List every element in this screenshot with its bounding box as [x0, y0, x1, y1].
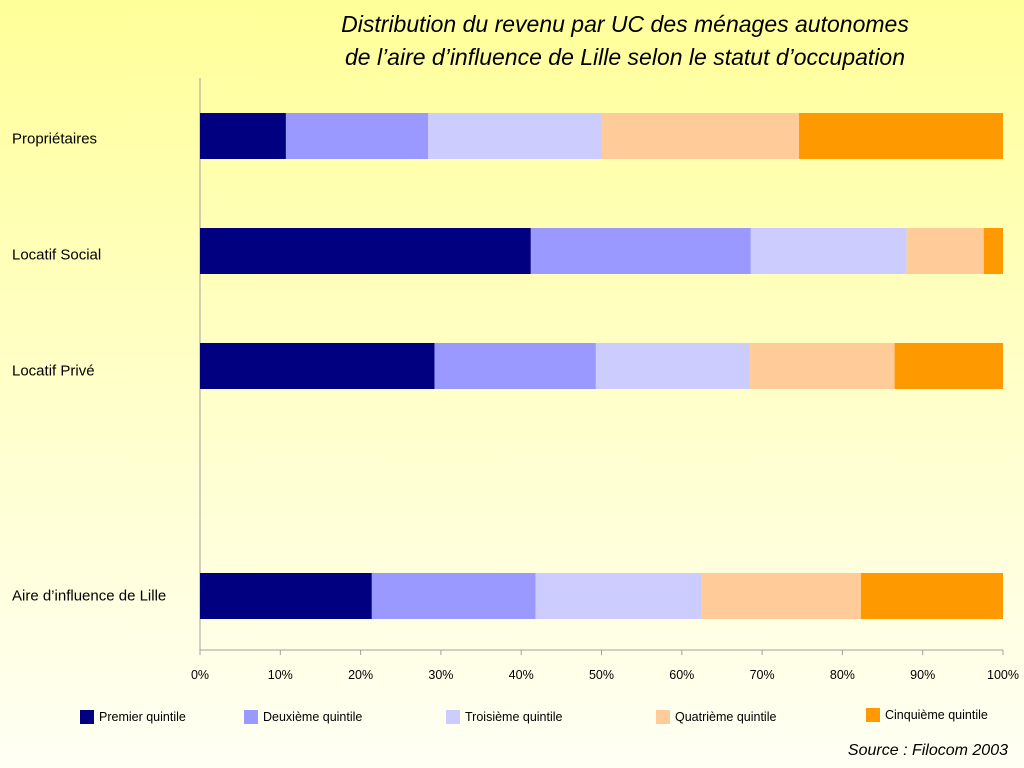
x-tick-label: 80%	[830, 668, 855, 682]
bar-segment	[200, 228, 531, 274]
x-tick-label: 0%	[191, 668, 209, 682]
legend-swatch	[656, 710, 670, 724]
category-label-locatif-social: Locatif Social	[12, 246, 102, 264]
bar-segment	[428, 113, 602, 159]
bar-segment	[530, 228, 751, 274]
x-tick-label: 30%	[428, 668, 453, 682]
category-label-locatif-prive: Locatif Privé	[12, 362, 95, 380]
x-tick-label: 60%	[669, 668, 694, 682]
bar-segment	[200, 113, 286, 159]
bar-segment	[434, 343, 596, 389]
stacked-bar-chart: 0% 10% 20% 30% 40% 50% 60% 70% 80% 90% 100%	[191, 78, 1019, 682]
x-tick-label: 10%	[268, 668, 293, 682]
legend-item-cinquieme-quintile: Cinquième quintile	[866, 708, 988, 722]
x-tick-label: 100%	[987, 668, 1019, 682]
category-label-aire-influence: Aire d’influence de Lille	[12, 587, 167, 605]
chart-title: Distribution du revenu par UC des ménage…	[230, 8, 1020, 74]
legend-label: Premier quintile	[99, 710, 186, 724]
legend-label: Quatrième quintile	[675, 710, 777, 724]
bar-segment	[200, 343, 435, 389]
legend-label: Cinquième quintile	[885, 708, 988, 722]
chart-title-line-2: de l’aire d’influence de Lille selon le …	[344, 44, 906, 70]
legend-swatch	[446, 710, 460, 724]
legend-item-deuxieme-quintile: Deuxième quintile	[244, 710, 362, 724]
legend-label: Deuxième quintile	[263, 710, 363, 724]
bar-segment	[799, 113, 1003, 159]
chart-title-line-1: Distribution du revenu par UC des ménage…	[341, 11, 909, 37]
legend-label: Troisième quintile	[465, 710, 563, 724]
bar-segment	[371, 573, 536, 619]
legend-swatch	[244, 710, 258, 724]
legend-item-quatrieme-quintile: Quatrième quintile	[656, 710, 776, 724]
category-label-proprietaires: Propriétaires	[12, 130, 98, 148]
x-tick-label: 90%	[910, 668, 935, 682]
legend-item-premier-quintile: Premier quintile	[80, 710, 186, 724]
x-tick-label: 20%	[348, 668, 373, 682]
bar-segment	[750, 228, 907, 274]
legend-item-troisieme-quintile: Troisième quintile	[446, 710, 563, 724]
bar-segment	[983, 228, 1003, 274]
bar-segment	[750, 343, 895, 389]
bar-segment	[894, 343, 1003, 389]
bar-segment	[535, 573, 702, 619]
x-tick-label: 50%	[589, 668, 614, 682]
x-tick-label: 40%	[509, 668, 534, 682]
x-tick-label: 70%	[750, 668, 775, 682]
legend-swatch	[80, 710, 94, 724]
bar-segment	[601, 113, 800, 159]
bar-segment	[860, 573, 1003, 619]
bar-segment	[595, 343, 751, 389]
bar-segment	[701, 573, 861, 619]
bar-segment	[906, 228, 984, 274]
legend-swatch	[866, 708, 880, 722]
bar-segment	[200, 573, 372, 619]
source-note: Source : Filocom 2003	[847, 742, 1008, 759]
bar-segment	[285, 113, 429, 159]
